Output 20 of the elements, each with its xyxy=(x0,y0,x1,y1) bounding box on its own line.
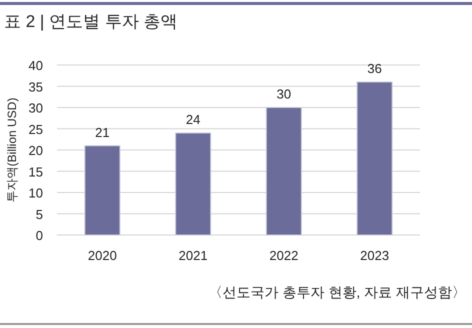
x-tick-label: 2020 xyxy=(88,248,117,263)
y-tick-label: 0 xyxy=(36,228,43,243)
y-tick-label: 15 xyxy=(28,164,43,180)
y-axis-title: 투자액(Billion USD) xyxy=(5,98,19,202)
y-tick-label: 30 xyxy=(28,100,43,116)
text: 〈선도국가 총투자 현황, 자료 재구성함〉 xyxy=(208,284,466,300)
y-tick-label: 25 xyxy=(28,122,43,137)
data-label: 36 xyxy=(367,61,382,76)
y-tick-label: 20 xyxy=(28,143,43,158)
data-label: 30 xyxy=(276,86,292,102)
x-tick-label: 2023 xyxy=(360,248,390,263)
x-tick-label: 2021 xyxy=(178,248,208,263)
y-tick-label: 10 xyxy=(28,186,43,200)
chart-title: 표 2 | 연도별 투자 총액 xyxy=(4,12,178,31)
data-label: 24 xyxy=(186,112,200,127)
y-tick-label: 40 xyxy=(28,58,43,73)
y-tick-label: 35 xyxy=(28,79,43,94)
y-tick-label: 5 xyxy=(36,206,43,222)
data-label: 21 xyxy=(95,124,110,140)
x-tick-label: 2022 xyxy=(269,248,298,263)
